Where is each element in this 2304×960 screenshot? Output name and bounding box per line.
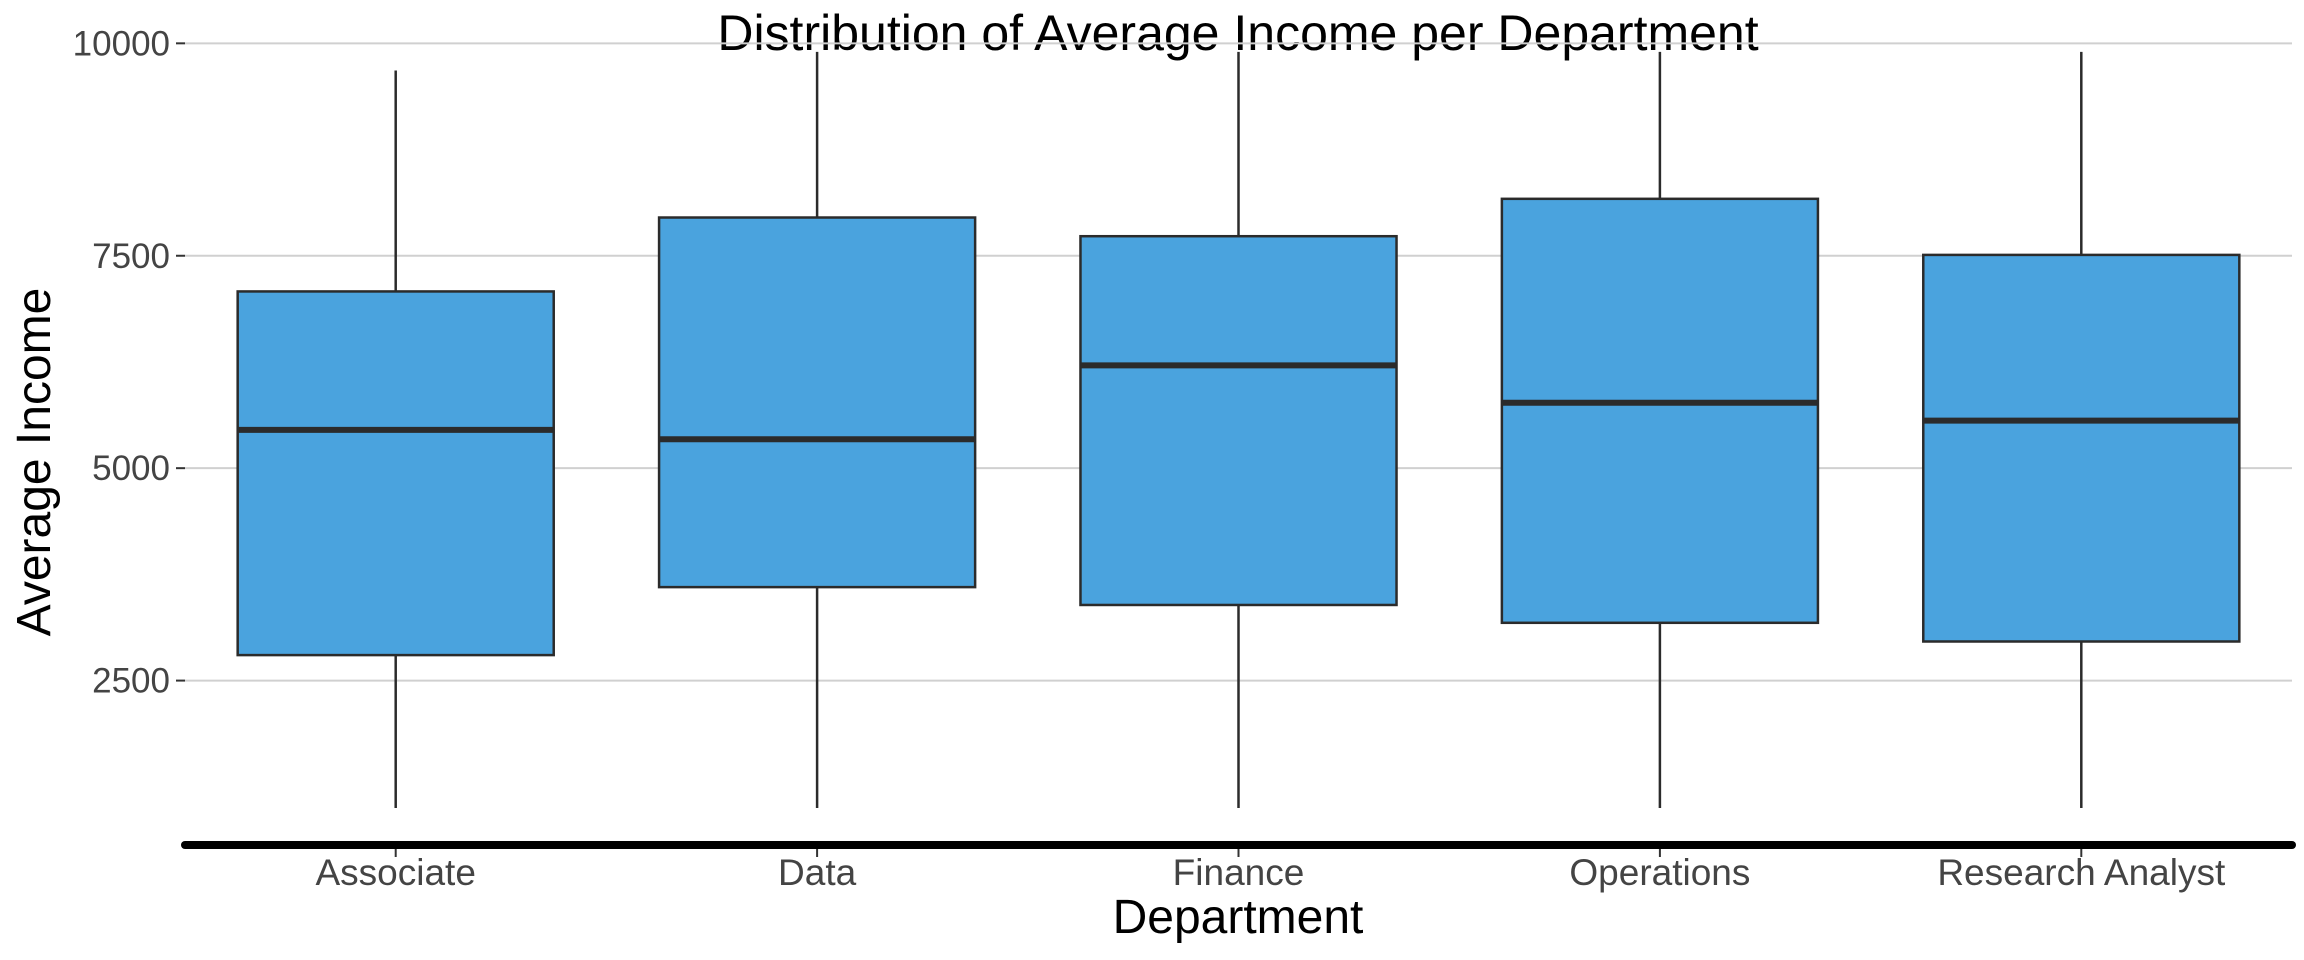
y-tick-label-5000: 5000 [92, 449, 170, 488]
y-tick-label-10000: 10000 [73, 24, 170, 63]
y-tick-label-7500: 7500 [92, 237, 170, 276]
boxes [236, 51, 2241, 809]
x-tick-label-operations: Operations [1569, 852, 1750, 893]
chart-title: Distribution of Average Income per Depar… [717, 5, 1758, 61]
y-axis: 2500 5000 7500 10000 [73, 24, 185, 701]
box-associate [236, 70, 555, 809]
box-iqr-associate [236, 290, 555, 657]
box-iqr-research-analyst [1922, 253, 2241, 643]
box-iqr-data [657, 216, 977, 589]
x-axis-title: Department [1113, 891, 1364, 944]
x-tick-label-associate: Associate [315, 852, 475, 893]
box-operations [1500, 51, 1820, 809]
box-iqr-finance [1079, 234, 1398, 607]
x-tick-label-research-analyst: Research Analyst [1937, 852, 2226, 893]
box-finance [1079, 51, 1398, 809]
x-tick-label-finance: Finance [1173, 852, 1305, 893]
box-research-analyst [1922, 51, 2241, 809]
x-axis: Associate Data Finance Operations Research A… [315, 849, 2226, 893]
y-tick-label-2500: 2500 [92, 662, 170, 701]
box-iqr-operations [1500, 197, 1820, 625]
box-data [657, 51, 977, 809]
x-tick-label-data: Data [778, 852, 857, 893]
y-axis-title: Average Income [8, 288, 61, 637]
